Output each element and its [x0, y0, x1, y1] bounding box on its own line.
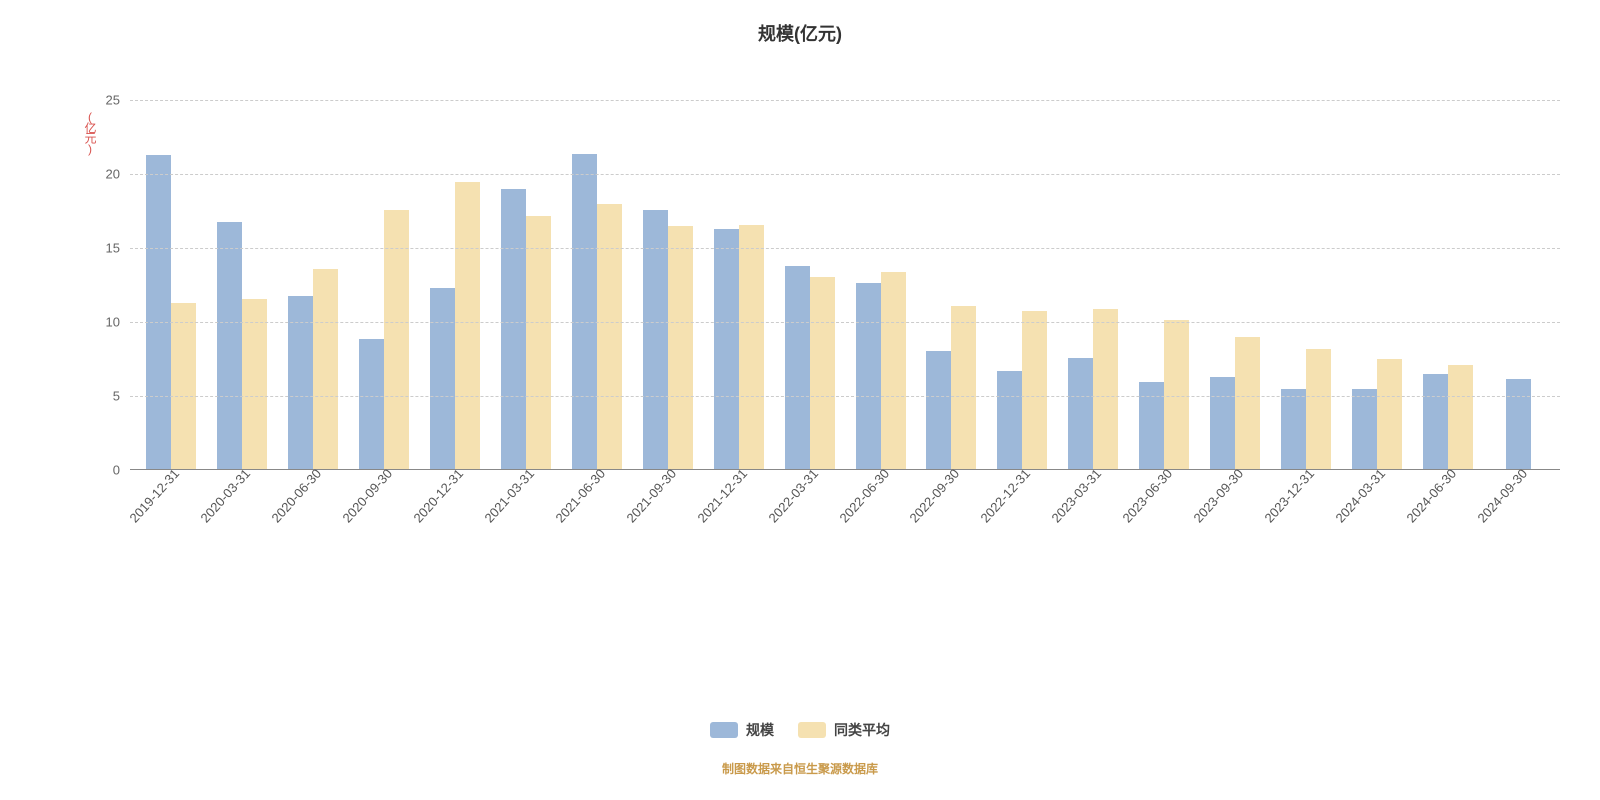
bar-group: 2022-06-30: [845, 272, 916, 469]
x-tick-label: 2023-09-30: [1191, 466, 1247, 525]
bar-group: 2021-03-31: [491, 189, 562, 469]
bar: [359, 339, 384, 469]
bar: [1022, 311, 1047, 469]
grid-line: [130, 100, 1560, 101]
bar-group: 2022-03-31: [774, 266, 845, 469]
bar: [1093, 309, 1118, 469]
x-tick-label: 2021-12-31: [694, 466, 750, 525]
x-tick-label: 2021-09-30: [623, 466, 679, 525]
legend: 规模 同类平均: [0, 720, 1600, 740]
x-tick-label: 2024-06-30: [1403, 466, 1459, 525]
x-tick-label: 2023-06-30: [1120, 466, 1176, 525]
bar: [597, 204, 622, 469]
bar: [810, 277, 835, 469]
bar: [997, 371, 1022, 469]
x-tick-label: 2022-09-30: [907, 466, 963, 525]
bar: [171, 303, 196, 469]
bar-group: 2019-12-31: [136, 155, 207, 469]
bars-wrap: 2019-12-312020-03-312020-06-302020-09-30…: [130, 100, 1560, 469]
bar-group: 2021-12-31: [703, 225, 774, 469]
grid-line: [130, 248, 1560, 249]
y-tick-label: 20: [90, 167, 120, 182]
bar: [1506, 379, 1531, 469]
x-tick-label: 2022-06-30: [836, 466, 892, 525]
bar: [714, 229, 739, 469]
x-tick-label: 2023-03-31: [1049, 466, 1105, 525]
chart-title: 规模(亿元): [0, 0, 1600, 46]
grid-line: [130, 396, 1560, 397]
bar-group: 2020-06-30: [278, 269, 349, 469]
bar: [1448, 365, 1473, 469]
bar-group: 2023-03-31: [1058, 309, 1129, 469]
y-tick-label: 25: [90, 93, 120, 108]
x-tick-label: 2024-03-31: [1332, 466, 1388, 525]
x-tick-label: 2023-12-31: [1261, 466, 1317, 525]
bar-group: 2024-09-30: [1483, 379, 1554, 469]
x-tick-label: 2024-09-30: [1474, 466, 1530, 525]
bar-group: 2023-12-31: [1271, 349, 1342, 469]
x-tick-label: 2022-03-31: [765, 466, 821, 525]
bar-group: 2023-06-30: [1129, 320, 1200, 469]
bar: [146, 155, 171, 469]
y-tick-label: 10: [90, 315, 120, 330]
plot-area: 2019-12-312020-03-312020-06-302020-09-30…: [130, 100, 1560, 470]
bar: [1377, 359, 1402, 469]
bar: [430, 288, 455, 469]
legend-swatch: [710, 722, 738, 738]
x-tick-label: 2019-12-31: [127, 466, 183, 525]
bar: [313, 269, 338, 469]
bar: [501, 189, 526, 469]
bar: [1281, 389, 1306, 469]
legend-swatch: [798, 722, 826, 738]
bar-group: 2020-03-31: [207, 222, 278, 469]
bar: [1352, 389, 1377, 469]
bar: [881, 272, 906, 469]
bar: [1164, 320, 1189, 469]
bar-group: 2022-12-31: [987, 311, 1058, 469]
bar: [526, 216, 551, 469]
bar: [455, 182, 480, 469]
legend-label: 规模: [746, 720, 774, 740]
x-tick-label: 2021-06-30: [552, 466, 608, 525]
legend-item: 同类平均: [798, 720, 890, 740]
bar: [1423, 374, 1448, 469]
x-tick-label: 2021-03-31: [481, 466, 537, 525]
legend-label: 同类平均: [834, 720, 890, 740]
bar-group: 2024-06-30: [1412, 365, 1483, 469]
y-axis-label: (亿元): [82, 110, 99, 154]
bar: [217, 222, 242, 469]
x-tick-label: 2020-12-31: [411, 466, 467, 525]
bar: [1210, 377, 1235, 469]
bar: [1306, 349, 1331, 469]
bar: [785, 266, 810, 469]
bar-group: 2020-12-31: [420, 182, 491, 469]
bar-group: 2021-06-30: [561, 154, 632, 469]
legend-item: 规模: [710, 720, 774, 740]
bar: [668, 226, 693, 469]
bar-group: 2024-03-31: [1341, 359, 1412, 469]
footer-note: 制图数据来自恒生聚源数据库: [0, 760, 1600, 777]
bar: [1139, 382, 1164, 469]
x-tick-label: 2020-06-30: [269, 466, 325, 525]
x-tick-label: 2020-03-31: [198, 466, 254, 525]
bar: [1068, 358, 1093, 469]
bar: [242, 299, 267, 469]
bar-group: 2023-09-30: [1200, 337, 1271, 469]
x-tick-label: 2020-09-30: [340, 466, 396, 525]
y-tick-label: 0: [90, 463, 120, 478]
y-tick-label: 15: [90, 241, 120, 256]
bar-group: 2022-09-30: [916, 306, 987, 469]
bar: [1235, 337, 1260, 469]
grid-line: [130, 322, 1560, 323]
bar: [856, 283, 881, 469]
grid-line: [130, 174, 1560, 175]
y-tick-label: 5: [90, 389, 120, 404]
bar: [739, 225, 764, 469]
chart-container: (亿元) 2019-12-312020-03-312020-06-302020-…: [90, 100, 1560, 500]
bar: [926, 351, 951, 469]
bar: [951, 306, 976, 469]
bar: [572, 154, 597, 469]
x-tick-label: 2022-12-31: [978, 466, 1034, 525]
